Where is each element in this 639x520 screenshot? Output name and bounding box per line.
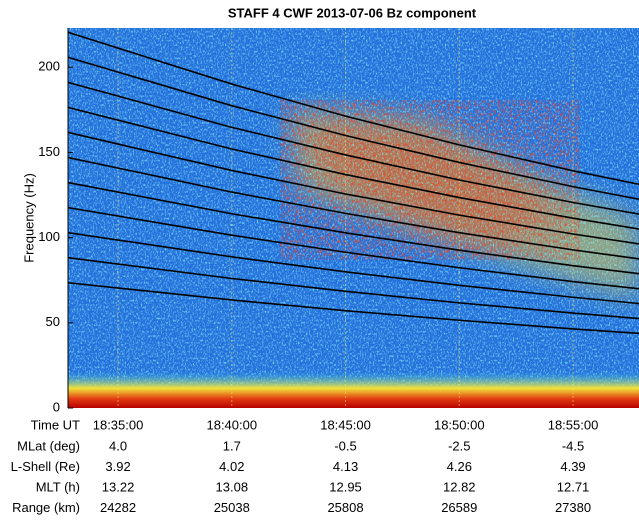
ephemeris-value: 4.13 bbox=[333, 459, 358, 474]
ephemeris-label: L-Shell (Re) bbox=[11, 459, 80, 474]
harmonic-line bbox=[68, 131, 639, 245]
chart-title: STAFF 4 CWF 2013-07-06 Bz component bbox=[228, 5, 477, 20]
x-tick-label: 18:35:00 bbox=[93, 417, 144, 432]
ephemeris-value: -0.5 bbox=[334, 438, 356, 453]
emission-speckle bbox=[280, 100, 580, 260]
harmonic-line bbox=[68, 31, 639, 186]
y-tick-label: 0 bbox=[53, 399, 60, 414]
harmonic-line bbox=[68, 56, 639, 201]
ephemeris-value: 3.92 bbox=[105, 459, 130, 474]
ephemeris-value: 12.95 bbox=[329, 479, 362, 494]
ephemeris-label: Range (km) bbox=[12, 500, 80, 515]
harmonic-line bbox=[68, 206, 639, 290]
ephemeris-value: 13.08 bbox=[216, 479, 249, 494]
harmonic-line bbox=[68, 81, 639, 215]
ephemeris-value: 26589 bbox=[441, 500, 477, 515]
ephemeris-value: 27380 bbox=[555, 500, 591, 515]
ephemeris-value: 24282 bbox=[100, 500, 136, 515]
harmonic-line bbox=[68, 281, 639, 335]
ephemeris-label: MLT (h) bbox=[36, 479, 80, 494]
ephemeris-value: 25808 bbox=[327, 500, 363, 515]
ephemeris-value: -4.5 bbox=[562, 438, 584, 453]
ephemeris-value: 4.0 bbox=[109, 438, 127, 453]
ephemeris-value: 25038 bbox=[214, 500, 250, 515]
harmonic-line bbox=[68, 106, 639, 230]
spectrogram-background bbox=[68, 28, 639, 408]
y-axis-label: Frequency (Hz) bbox=[21, 173, 36, 263]
harmonic-line bbox=[68, 231, 639, 305]
ephemeris-label: MLat (deg) bbox=[17, 438, 80, 453]
ephemeris-value: -2.5 bbox=[448, 438, 470, 453]
x-tick-label: 18:40:00 bbox=[206, 417, 257, 432]
ephemeris-value: 13.22 bbox=[102, 479, 135, 494]
y-tick-label: 150 bbox=[38, 144, 60, 159]
y-tick-label: 200 bbox=[38, 59, 60, 74]
y-tick-label: 100 bbox=[38, 229, 60, 244]
harmonic-line bbox=[68, 256, 639, 320]
x-tick-label: 18:55:00 bbox=[548, 417, 599, 432]
x-tick-label: 18:50:00 bbox=[434, 417, 485, 432]
harmonic-line bbox=[68, 181, 639, 275]
harmonic-lines bbox=[68, 31, 639, 335]
ephemeris-value: 4.02 bbox=[219, 459, 244, 474]
y-tick-label: 50 bbox=[46, 314, 60, 329]
ephemeris-value: 12.71 bbox=[557, 479, 590, 494]
ephemeris-value: 1.7 bbox=[223, 438, 241, 453]
harmonic-line bbox=[68, 156, 639, 260]
ephemeris-value: 4.39 bbox=[560, 459, 585, 474]
ephemeris-value: 12.82 bbox=[443, 479, 476, 494]
x-tick-label: 18:45:00 bbox=[320, 417, 371, 432]
ephemeris-value: 4.26 bbox=[447, 459, 472, 474]
low-frequency-band bbox=[68, 372, 639, 408]
x-axis-label: Time UT bbox=[31, 417, 80, 432]
